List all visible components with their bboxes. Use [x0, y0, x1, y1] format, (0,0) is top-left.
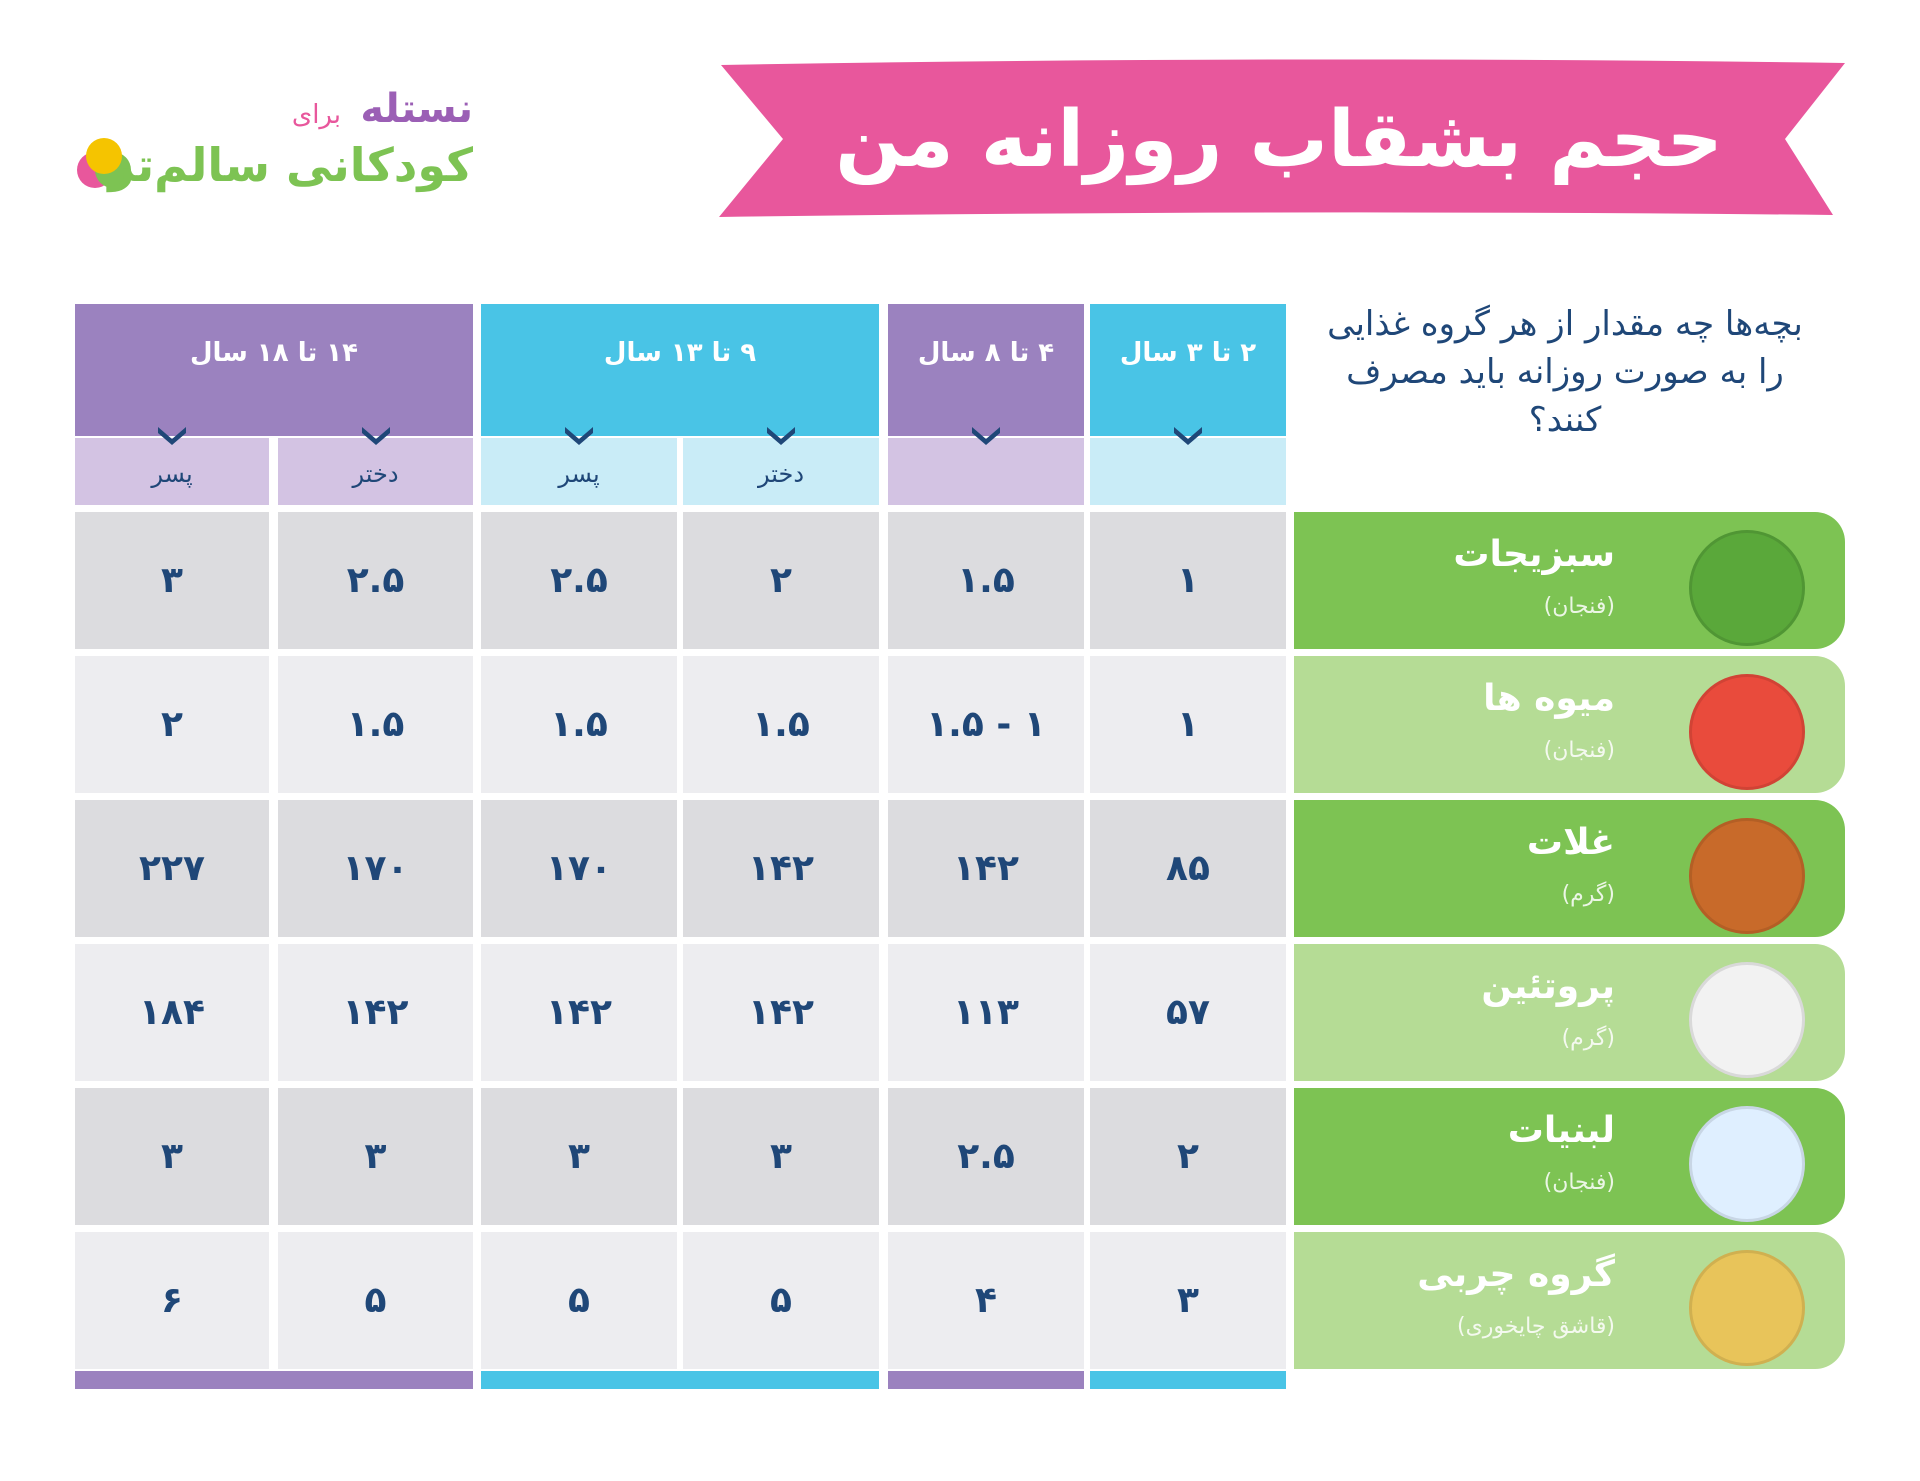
- row-label: پروتئین (گرم): [1294, 944, 1845, 1081]
- cell-value: ۱۸۴: [75, 944, 269, 1081]
- cell-value: ۴: [888, 1232, 1084, 1369]
- banner-shape: [719, 59, 1845, 217]
- chevron: [1172, 424, 1204, 448]
- mascot: [1689, 1250, 1805, 1366]
- chevron: [563, 424, 595, 448]
- cell-value: ۳: [75, 512, 269, 649]
- cell-value: ۱.۵: [683, 656, 879, 793]
- cell-value: ۲: [1090, 1088, 1286, 1225]
- cell-value: ۱۴۲: [278, 944, 473, 1081]
- sub-header: دختر: [278, 438, 473, 505]
- food-group: پروتئین: [1481, 966, 1615, 1007]
- chevron: [360, 424, 392, 448]
- sub-header: دختر: [683, 438, 879, 505]
- sub-header: پسر: [481, 438, 677, 505]
- row-label: سبزیجات (فنجان): [1294, 512, 1845, 649]
- mascot: [1689, 530, 1805, 646]
- age-header: ۹ تا ۱۳ سال: [481, 304, 879, 436]
- cell-value: ۳: [278, 1088, 473, 1225]
- cell-value: ۳: [481, 1088, 677, 1225]
- cell-value: ۱۴۲: [888, 800, 1084, 937]
- cell-value: ۵: [278, 1232, 473, 1369]
- mascot: [1689, 674, 1805, 790]
- unit: (گرم): [1561, 882, 1615, 907]
- sub-header: [1090, 438, 1286, 505]
- food-group: گروه چربی: [1417, 1254, 1615, 1295]
- chevron: [765, 424, 797, 448]
- row-label: میوه ها (فنجان): [1294, 656, 1845, 793]
- unit: (قاشق چایخوری): [1457, 1314, 1615, 1339]
- question: بچه‌ها چه مقدار از هر گروه غذایی را به ص…: [1327, 304, 1803, 440]
- unit: (گرم): [1561, 1026, 1615, 1051]
- cell-value: ۱.۵: [888, 512, 1084, 649]
- row-label: غلات (گرم): [1294, 800, 1845, 937]
- age-header: ۱۴ تا ۱۸ سال: [75, 304, 473, 436]
- cell-value: ۳: [75, 1088, 269, 1225]
- cell-value: ۲.۵: [278, 512, 473, 649]
- unit: (فنجان): [1543, 594, 1615, 619]
- cell-value: ۳: [683, 1088, 879, 1225]
- food-group: غلات: [1526, 822, 1615, 863]
- cell-value: ۱۴۲: [683, 800, 879, 937]
- sub-header: [888, 438, 1084, 505]
- food-group: سبزیجات: [1453, 534, 1615, 575]
- age-header: ۲ تا ۳ سال: [1090, 304, 1286, 436]
- cell-value: ۲۲۷: [75, 800, 269, 937]
- cell-value: ۶: [75, 1232, 269, 1369]
- bottom-bar: [1090, 1371, 1286, 1389]
- row-label: گروه چربی (قاشق چایخوری): [1294, 1232, 1845, 1369]
- logo-brand: نستله: [360, 86, 473, 132]
- age-header: ۴ تا ۸ سال: [888, 304, 1084, 436]
- bottom-bar: [888, 1371, 1084, 1389]
- row-label: لبنیات (فنجان): [1294, 1088, 1845, 1225]
- cell-value: ۱۷۰: [278, 800, 473, 937]
- logo-for: برای: [291, 100, 341, 130]
- cell-value: ۱.۵: [278, 656, 473, 793]
- sub-header: پسر: [75, 438, 269, 505]
- cell-value: ۸۵: [1090, 800, 1286, 937]
- logo: نستله برای کودکانی سالم‌تر: [73, 86, 473, 206]
- bottom-bar: [75, 1371, 473, 1389]
- food-group: لبنیات: [1507, 1110, 1615, 1151]
- cell-value: ۵۷: [1090, 944, 1286, 1081]
- unit: (فنجان): [1543, 1170, 1615, 1195]
- cell-value: ۱۴۲: [481, 944, 677, 1081]
- cell-value: ۱ - ۱.۵: [888, 656, 1084, 793]
- cell-value: ۲.۵: [888, 1088, 1084, 1225]
- cell-value: ۲: [75, 656, 269, 793]
- cell-value: ۵: [683, 1232, 879, 1369]
- logo-tagline: کودکانی سالم‌تر: [108, 138, 473, 192]
- logo-icon: [73, 136, 133, 196]
- cell-value: ۲.۵: [481, 512, 677, 649]
- title-banner: حجم بشقاب روزانه من: [713, 59, 1845, 220]
- cell-value: ۱۱۳: [888, 944, 1084, 1081]
- cell-value: ۳: [1090, 1232, 1286, 1369]
- cell-value: ۵: [481, 1232, 677, 1369]
- title: حجم بشقاب روزانه من: [835, 94, 1723, 185]
- chevron: [970, 424, 1002, 448]
- chevron: [156, 424, 188, 448]
- cell-value: ۱: [1090, 656, 1286, 793]
- cell-value: ۱۷۰: [481, 800, 677, 937]
- mascot: [1689, 962, 1805, 1078]
- mascot: [1689, 818, 1805, 934]
- cell-value: ۱: [1090, 512, 1286, 649]
- food-group: میوه ها: [1483, 678, 1615, 719]
- cell-value: ۱۴۲: [683, 944, 879, 1081]
- bottom-bar: [481, 1371, 879, 1389]
- cell-value: ۱.۵: [481, 656, 677, 793]
- cell-value: ۲: [683, 512, 879, 649]
- mascot: [1689, 1106, 1805, 1222]
- unit: (فنجان): [1543, 738, 1615, 763]
